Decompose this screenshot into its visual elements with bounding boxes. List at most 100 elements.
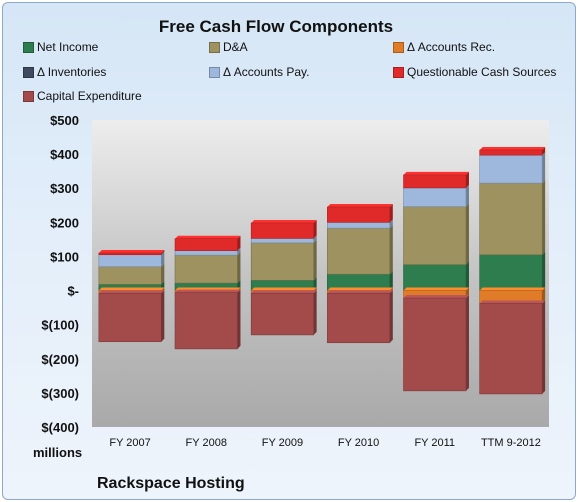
bar-top (98, 290, 165, 294)
bar-front (479, 149, 543, 156)
bar-side (389, 219, 393, 229)
bar-front (479, 182, 543, 256)
y-tick-label: $200 (50, 215, 79, 230)
bar-top (479, 300, 546, 304)
legend-swatch-accounts-rec (393, 42, 404, 53)
bar-d-a-fy-2011 (403, 203, 469, 265)
chart-title: Free Cash Flow Components (158, 17, 394, 36)
bar-top (251, 290, 317, 294)
bar-front (174, 254, 238, 284)
x-tick-label: FY 2009 (262, 437, 303, 449)
bar-front (403, 187, 467, 207)
bar-side (161, 250, 165, 255)
bar-accounts-rec-fy-2011 (403, 287, 469, 299)
bar-d-a-fy-2008 (174, 252, 241, 284)
bar-capital-expenditure-fy-2010 (327, 290, 393, 344)
bar-side (389, 290, 393, 343)
bar-side (389, 271, 393, 291)
y-tick-label: $(100) (41, 318, 79, 333)
bar-front (403, 297, 467, 392)
bar-questionable-cash-sources-ttm-9-2012 (479, 147, 546, 156)
bar-top (479, 147, 546, 151)
legend-label-accounts-rec: Δ Accounts Rec. (407, 40, 496, 54)
bar-capital-expenditure-ttm-9-2012 (479, 300, 546, 395)
legend-swatch-questionable-cash (393, 67, 404, 78)
bar-front (250, 238, 314, 244)
bar-side (313, 290, 317, 335)
bar-top (403, 295, 469, 299)
y-tick-label: $- (67, 284, 79, 299)
bar-net-income-ttm-9-2012 (479, 251, 546, 291)
bar-front (479, 303, 543, 395)
bar-d-a-fy-2009 (250, 239, 317, 281)
y-axis-ticks: $500 $400 $300 $200 $100 $- $(100) $(200) $(300)… (41, 113, 79, 435)
bar-front (174, 292, 238, 350)
bar-side (542, 147, 546, 156)
x-axis-ticks: FY 2007 FY 2008 FY 2009 FY 2010 FY 2011 TTM 9… (109, 437, 540, 449)
bar-top (98, 287, 165, 291)
bar-front (98, 292, 162, 343)
units-label: millions (33, 445, 83, 460)
y-tick-label: $500 (50, 113, 79, 128)
y-tick-label: $(300) (41, 386, 79, 401)
legend-label-net-income: Net Income (37, 40, 99, 54)
bar-front (479, 154, 543, 184)
bar-questionable-cash-sources-fy-2008 (174, 235, 241, 251)
bar-front (327, 206, 391, 223)
bar-front (403, 174, 467, 189)
bar-front (250, 292, 314, 336)
legend-swatch-net-income (23, 42, 34, 53)
bar-side (542, 152, 546, 184)
bar-side (313, 235, 317, 243)
legend-label-questionable-cash: Questionable Cash Sources (407, 65, 557, 79)
bar-front (327, 222, 391, 229)
chart-plot: $500 $400 $300 $200 $100 $- $(100) $(200) $(300)… (41, 113, 549, 449)
legend-swatch-d-and-a (209, 42, 220, 53)
bar-top (98, 250, 165, 254)
bar-top (327, 290, 393, 294)
bar-side (465, 261, 469, 291)
bar-front (327, 292, 391, 344)
y-tick-label: $100 (50, 249, 79, 264)
bar-front (403, 206, 467, 265)
bar-accounts-rec-ttm-9-2012 (479, 287, 546, 304)
bar-top (175, 289, 241, 293)
bar-side (237, 235, 241, 251)
bar-top (175, 235, 241, 239)
bar-side (465, 295, 469, 391)
bar-accounts-pay-ttm-9-2012 (479, 152, 546, 184)
y-tick-label: $(400) (41, 420, 79, 435)
company-name: Rackspace Hosting (97, 475, 245, 492)
plot-background (92, 120, 549, 427)
legend-swatch-capex (23, 91, 34, 102)
bar-side (237, 252, 241, 284)
x-tick-label: FY 2010 (338, 437, 379, 449)
bar-front (250, 242, 314, 281)
bar-capital-expenditure-fy-2007 (98, 290, 165, 343)
bar-side (389, 225, 393, 275)
bar-top (251, 220, 317, 224)
bar-side (313, 239, 317, 281)
bar-top (403, 171, 469, 175)
bar-capital-expenditure-fy-2008 (174, 289, 241, 350)
y-tick-label: $400 (50, 147, 79, 162)
bar-side (465, 171, 469, 188)
bar-side (313, 220, 317, 239)
bar-side (161, 263, 165, 285)
bars-group (98, 147, 546, 395)
bar-top (327, 203, 393, 207)
bar-front (98, 266, 162, 285)
x-tick-label: FY 2007 (109, 437, 150, 449)
bar-front (479, 254, 543, 291)
bar-side (542, 251, 546, 291)
bar-questionable-cash-sources-fy-2009 (250, 220, 317, 239)
y-tick-label: $(200) (41, 352, 79, 367)
x-tick-label: FY 2011 (414, 437, 455, 449)
legend-label-inventories: Δ Inventories (37, 65, 107, 79)
legend-label-accounts-pay: Δ Accounts Pay. (223, 65, 310, 79)
bar-top (251, 287, 317, 291)
bar-front (174, 238, 238, 251)
y-tick-label: $300 (50, 181, 79, 196)
bar-net-income-fy-2011 (403, 261, 469, 291)
